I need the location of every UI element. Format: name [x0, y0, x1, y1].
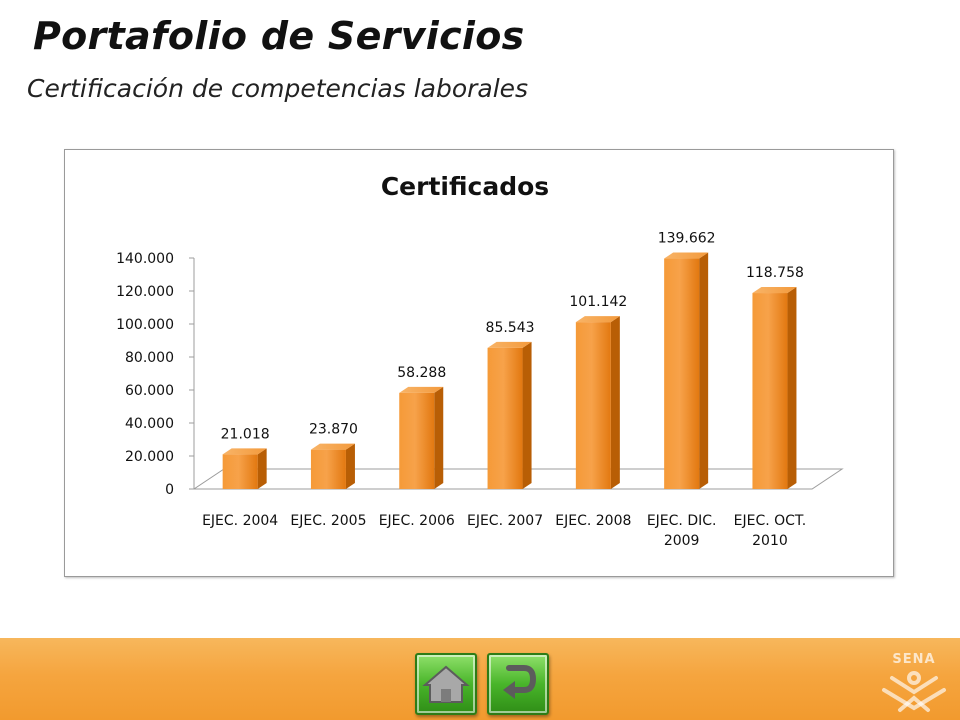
home-button[interactable]: [415, 653, 477, 715]
bar-side: [257, 448, 267, 489]
y-tick-label: 40.000: [125, 416, 174, 432]
bar: [664, 252, 709, 489]
bar-side: [345, 443, 355, 489]
bar-value-label: 23.870: [309, 422, 358, 438]
bar-front: [310, 449, 346, 489]
sena-logo-icon: [882, 671, 946, 712]
bar-value-label: 85.543: [486, 320, 535, 336]
x-tick-label: EJEC. DIC. 2009: [647, 513, 717, 549]
bar-value-label: 21.018: [221, 426, 270, 442]
bar-front: [664, 258, 700, 489]
bar-chart: Certificados 0 20.000 40.000 60.000 80.000 10…: [116, 172, 844, 549]
x-tick-label: EJEC. OCT. 2010: [734, 513, 807, 549]
return-arrow-icon: [503, 665, 537, 699]
bar-top: [399, 386, 444, 393]
chart-frame: Certificados 0 20.000 40.000 60.000 80.000 10…: [64, 149, 894, 577]
bar: [487, 341, 532, 489]
x-tick-label: EJEC. 2004: [202, 513, 278, 529]
bar: [575, 316, 620, 489]
bar-front: [575, 322, 611, 489]
bar-top: [664, 252, 709, 259]
bar-front: [487, 347, 523, 489]
bar: [752, 287, 797, 489]
y-tick-label: 100.000: [116, 317, 174, 333]
y-tick-label: 120.000: [116, 284, 174, 300]
bar-value-label: 139.662: [658, 231, 716, 247]
x-tick-label: EJEC. 2005: [290, 513, 366, 529]
y-tick-label: 20.000: [125, 449, 174, 465]
chart-title: Certificados: [381, 172, 549, 201]
x-tick-label: EJEC. 2006: [379, 513, 455, 529]
sena-logo: SENA: [872, 652, 956, 718]
bar-side: [787, 287, 797, 489]
y-tick-label: 60.000: [125, 383, 174, 399]
sena-logo-text: SENA: [892, 652, 936, 667]
y-tick-label: 0: [165, 482, 174, 498]
page-subtitle: Certificación de competencias laborales: [27, 74, 529, 103]
bar: [399, 386, 444, 489]
x-tick-label: EJEC. 2008: [555, 513, 631, 529]
bar-value-label: 58.288: [397, 365, 446, 381]
bar-top: [222, 448, 267, 455]
bar-front: [222, 454, 258, 489]
bar-value-label: 118.758: [746, 265, 804, 281]
bar-top: [310, 443, 355, 450]
bar: [310, 443, 355, 489]
home-icon: [422, 665, 470, 703]
bar-side: [434, 386, 444, 489]
bar-front: [399, 392, 435, 489]
bar-top: [752, 287, 797, 294]
bar-side: [699, 252, 709, 489]
y-tick-label: 80.000: [125, 350, 174, 366]
bar-top: [575, 316, 620, 323]
x-tick-label: EJEC. 2007: [467, 513, 543, 529]
bar-side: [610, 316, 620, 489]
bar-value-label: 101.142: [569, 294, 627, 310]
bar-top: [487, 341, 532, 348]
bar-side: [522, 341, 532, 489]
return-button[interactable]: [487, 653, 549, 715]
page-title: Portafolio de Servicios: [33, 14, 525, 58]
footer-band: [0, 638, 960, 720]
bar: [222, 448, 267, 489]
bar-front: [752, 293, 788, 489]
y-tick-label: 140.000: [116, 251, 174, 267]
